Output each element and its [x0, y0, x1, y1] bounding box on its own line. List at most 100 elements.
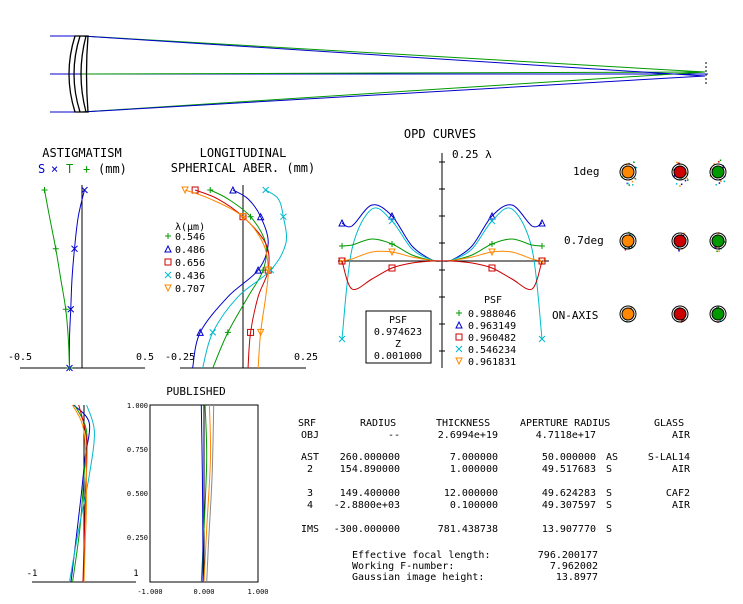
spherical-marker-0.707 [181, 186, 189, 195]
astigmatism-units: (mm) [98, 162, 127, 176]
header-radius: RADIUS [360, 418, 396, 429]
spot-ray [716, 250, 718, 253]
opd-title: OPD CURVES [404, 127, 476, 141]
spot-ray [630, 307, 632, 310]
ray-blue-top [81, 35, 706, 77]
spherical-legend-marker-0.707 [164, 284, 172, 293]
lens-row-2-aperture: 49.517683 [542, 464, 596, 475]
lens-row-3-srf: 3 [307, 488, 313, 499]
astigmatism-legend-s: S [38, 162, 45, 176]
published-right-curve-2 [206, 404, 215, 583]
lens-row-1-radius: 260.000000 [340, 452, 400, 463]
psf-value-4: 0.961831 [468, 357, 516, 368]
spot-ray [686, 177, 689, 180]
lens-row-1-flag: AS [606, 452, 618, 463]
spot-ray [687, 179, 689, 181]
astigmatism-s-marker [71, 245, 78, 253]
spot-diagram-r0-c2 [709, 159, 727, 186]
astigmatism-title: ASTIGMATISM [42, 146, 121, 160]
spherical-title-line2: SPHERICAL ABER. (mm) [171, 161, 316, 175]
lens-row-1-srf: AST [301, 452, 319, 463]
spherical-marker-0.486 [229, 185, 237, 194]
lens-row-4-radius: -2.8800e+03 [334, 500, 400, 511]
lens-row-4-aperture: 49.307597 [542, 500, 596, 511]
astigmatism-axis-left: -0.5 [8, 352, 32, 363]
spot-ray [684, 179, 687, 182]
opd-marker-2 [339, 243, 345, 249]
spot-ray [722, 166, 725, 169]
spot-ray [672, 175, 675, 177]
astigmatism-plot: ASTIGMATISM S × T + (mm) -0.5 0.5 [8, 146, 154, 372]
lens-row-0-radius: -- [388, 430, 400, 441]
published-left-axis-right: 1 [133, 569, 138, 579]
summary-label-1: Working F-number: [352, 561, 454, 572]
spherical-marker-0.707 [264, 266, 273, 275]
astigmatism-legend-t: T [66, 162, 73, 176]
summary-value-2: 13.8977 [556, 572, 598, 583]
opd-marker-4 [388, 264, 396, 272]
spherical-marker-0.486 [256, 212, 265, 221]
header-aperture: APERTURE RADIUS [520, 418, 610, 429]
spot-ray [630, 246, 633, 248]
spot-diagram-r2-c2 [709, 305, 727, 323]
spot-diagram-r1-c0 [619, 231, 637, 251]
spot-label-0.7deg: 0.7deg [564, 234, 604, 247]
psf-value-0: 0.988046 [468, 309, 516, 320]
spot-ray [634, 178, 637, 180]
astigmatism-legend-t-mark: + [83, 162, 90, 176]
ray-green-top [81, 35, 706, 73]
opd-plot: OPD CURVES 0.25 λ PSF 0.974623 Z 0.00100… [338, 127, 549, 368]
airy-ring [619, 232, 637, 250]
opd-marker-4 [538, 257, 546, 265]
spherical-legend-label-2: 0.656 [175, 258, 205, 269]
spot-ray [633, 161, 635, 163]
astigmatism-t-marker [66, 365, 73, 371]
spot-ray [681, 319, 683, 322]
header-glass: GLASS [654, 418, 684, 429]
opd-marker-2 [389, 241, 395, 247]
psf-legend-marker-3 [455, 345, 463, 353]
spherical-legend-marker-0.656 [164, 258, 172, 266]
spot-ray [679, 185, 681, 187]
opd-marker-3 [488, 248, 496, 257]
ray-blue-bottom [81, 75, 706, 113]
astigmatism-s-marker [67, 305, 75, 313]
spot-ray [720, 180, 722, 182]
opd-marker-1 [338, 335, 346, 343]
spherical-curve-0.656 [194, 189, 270, 369]
lens-row-5-aperture: 13.907770 [542, 524, 596, 535]
airy-disk [621, 165, 635, 179]
spot-ray [624, 249, 627, 251]
lens-element-1 [73, 35, 87, 113]
lens-row-4-srf: 4 [307, 500, 313, 511]
spherical-marker-0.707 [239, 213, 247, 221]
lens-row-0-thickness: 2.6994e+19 [438, 430, 498, 441]
astigmatism-t-marker [52, 245, 59, 252]
summary-value-1: 7.962002 [550, 561, 598, 572]
published-ytick-4: 0.250 [127, 534, 148, 542]
astigmatism-axis-right: 0.5 [136, 352, 154, 363]
lens-row-5-srf: IMS [301, 524, 319, 535]
opd-marker-1 [538, 335, 546, 343]
spot-ray [628, 231, 630, 234]
spherical-legend-label-1: 0.486 [175, 245, 205, 256]
airy-disk [711, 234, 725, 248]
spherical-legend-label-0: 0.546 [175, 232, 205, 243]
spherical-marker-0.546 [207, 187, 214, 193]
lens-row-4-glass: AIR [672, 500, 691, 511]
opd-marker-0 [338, 218, 346, 227]
lens-row-3-thickness: 12.000000 [444, 488, 498, 499]
spot-ray [683, 232, 685, 235]
lens-row-3-glass: CAF2 [666, 488, 690, 499]
spherical-legend-marker-0.436 [164, 271, 172, 279]
airy-disk [711, 165, 725, 179]
airy-ring [709, 305, 727, 323]
lens-row-5-thickness: 781.438738 [438, 524, 498, 535]
opd-marker-3 [388, 248, 396, 257]
summary-label-2: Gaussian image height: [352, 572, 484, 583]
opd-marker-0 [538, 218, 546, 227]
spherical-aberration-plot: LONGITUDINAL SPHERICAL ABER. (mm) -0.25 … [164, 146, 318, 369]
opd-marker-4 [338, 257, 346, 265]
spot-ray [680, 183, 683, 186]
spherical-axis-left: -0.25 [165, 352, 195, 363]
